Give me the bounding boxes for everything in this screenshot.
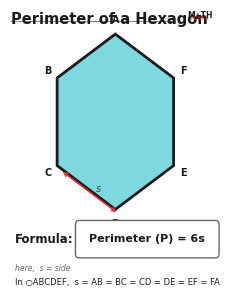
Text: Formula:: Formula: xyxy=(15,233,74,246)
Text: s: s xyxy=(96,184,101,194)
Text: A: A xyxy=(112,15,119,25)
Text: In ○ABCDEF,  s = AB = BC = CD = DE = EF = FA: In ○ABCDEF, s = AB = BC = CD = DE = EF =… xyxy=(15,278,220,287)
Text: E: E xyxy=(180,168,186,178)
Text: MONKS: MONKS xyxy=(191,16,209,21)
Text: M▲TH: M▲TH xyxy=(187,10,212,19)
Text: C: C xyxy=(44,168,51,178)
Text: B: B xyxy=(44,66,51,76)
Text: F: F xyxy=(180,66,186,76)
Text: here,  s = side: here, s = side xyxy=(15,263,71,272)
FancyBboxPatch shape xyxy=(75,220,219,258)
Text: Perimeter of a Hexagon: Perimeter of a Hexagon xyxy=(11,12,207,27)
Polygon shape xyxy=(57,34,174,209)
Text: D: D xyxy=(111,219,119,229)
Text: Perimeter (P) = 6s: Perimeter (P) = 6s xyxy=(89,234,205,244)
